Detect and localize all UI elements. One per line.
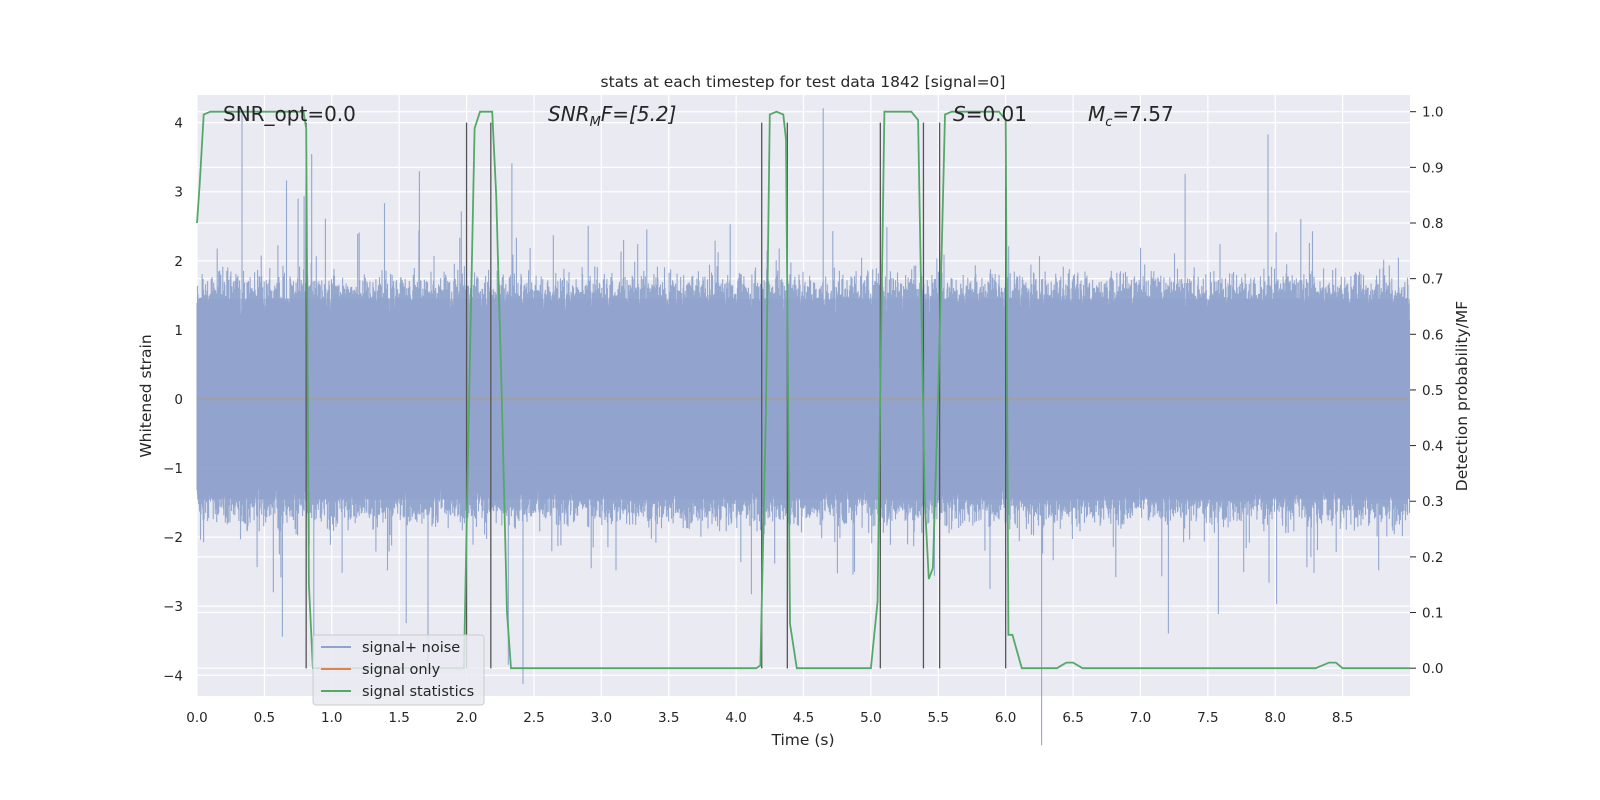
x-tick-label: 6.5 [1062,710,1083,726]
y-right-tick-label: 0.8 [1422,216,1443,232]
x-tick-label: 3.0 [591,710,612,726]
mc-sub: c [1105,115,1112,130]
chart-title: stats at each timestep for test data 184… [601,73,1006,91]
y-right-tick-label: 0.0 [1422,661,1443,677]
legend-label-signal-only: signal only [362,662,441,678]
x-axis-ticks: 0.0 0.5 1.0 1.5 2.0 2.5 3.0 3.5 4.0 4.5 5.0 5.5 6.0 6… [186,710,1353,726]
x-tick-label: 6.0 [995,710,1016,726]
s-value: =0.01 [966,102,1027,126]
snr-mf-sub: M [590,115,601,130]
snr-mf-base: SNR [548,102,590,126]
legend-box [312,634,485,706]
x-tick-label: 5.0 [860,710,881,726]
x-axis-label: Time (s) [770,731,834,749]
x-tick-label: 7.5 [1197,710,1218,726]
y-right-tick-label: 0.6 [1422,327,1443,343]
annotation-snr-opt: SNR_opt=0.0 [223,102,356,126]
y-tick-label: −1 [163,461,183,477]
x-tick-label: 7.0 [1130,710,1151,726]
y-axis-label: Whitened strain [137,334,155,457]
annotation-snr-mf: SNRMF=[5.2] [548,102,676,130]
y-tick-label: 0 [174,392,183,408]
y-tick-label: −4 [163,668,183,684]
y-right-tick-label: 0.1 [1422,606,1443,622]
y-right-tick-label: 0.2 [1422,550,1443,566]
y-tick-label: 1 [174,323,183,339]
y-right-tick-label: 0.9 [1422,160,1443,176]
y-axis-right-label: Detection probability/MF [1453,301,1471,492]
y-axis-right-ticks: 1.0 0.9 0.8 0.7 0.6 0.5 0.4 0.3 0.2 0.1 0.0 [1410,105,1443,677]
x-tick-label: 8.5 [1332,710,1353,726]
x-tick-label: 0.5 [254,710,275,726]
x-tick-label: 2.0 [456,710,477,726]
annotation-s: S=0.01 [953,102,1027,126]
x-tick-label: 1.0 [321,710,342,726]
y-right-tick-label: 0.7 [1422,272,1443,288]
snr-mf-rest: F=[5.2] [601,102,677,126]
y-tick-label: 2 [174,254,183,270]
legend-label-signal-statistics: signal statistics [362,684,474,700]
y-right-tick-label: 0.4 [1422,439,1443,455]
y-right-tick-label: 1.0 [1422,105,1443,121]
mc-base: M [1088,102,1105,126]
annotation-mc: Mc=7.57 [1088,102,1174,130]
y-axis-ticks: 4 3 2 1 0 −1 −2 −3 −4 [163,116,183,685]
y-tick-label: 4 [174,116,183,132]
y-tick-label: 3 [174,185,183,201]
y-right-tick-label: 0.5 [1422,383,1443,399]
x-tick-label: 0.0 [186,710,207,726]
y-right-tick-label: 0.3 [1422,494,1443,510]
x-tick-label: 1.5 [388,710,409,726]
y-tick-label: −2 [163,530,183,546]
legend-label-signal-noise: signal+ noise [362,640,460,656]
x-tick-label: 2.5 [523,710,544,726]
mc-value: =7.57 [1112,102,1173,126]
y-tick-label: −3 [163,599,183,615]
x-tick-label: 4.5 [793,710,814,726]
s-prefix: S [953,102,966,126]
legend: signal+ noise signal only signal statist… [312,634,485,706]
x-tick-label: 5.5 [928,710,949,726]
x-tick-label: 8.0 [1264,710,1285,726]
x-tick-label: 4.0 [725,710,746,726]
x-tick-label: 3.5 [658,710,679,726]
